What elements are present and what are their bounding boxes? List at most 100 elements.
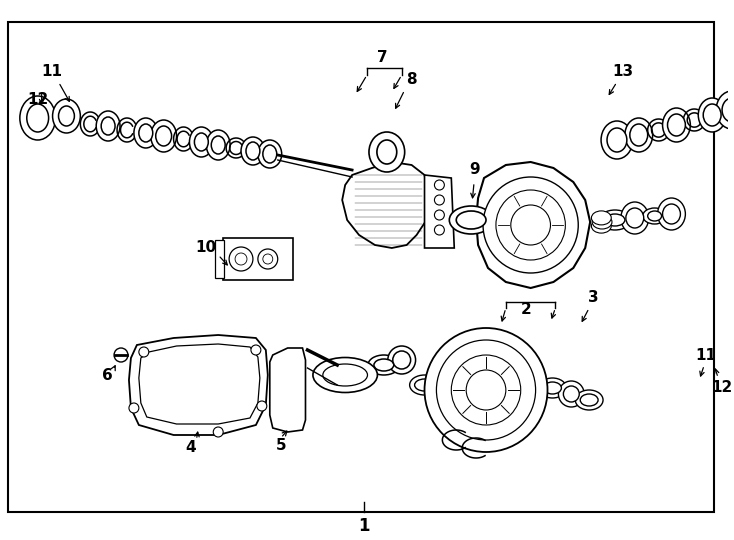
Ellipse shape [716, 91, 734, 129]
Ellipse shape [457, 211, 486, 229]
Ellipse shape [592, 219, 611, 233]
Ellipse shape [189, 127, 214, 157]
Ellipse shape [134, 118, 158, 148]
FancyBboxPatch shape [223, 238, 293, 280]
Circle shape [139, 347, 149, 357]
Ellipse shape [156, 126, 172, 146]
Ellipse shape [101, 117, 115, 135]
Ellipse shape [621, 202, 649, 234]
Ellipse shape [722, 98, 734, 122]
Ellipse shape [368, 355, 400, 375]
Text: 4: 4 [185, 441, 196, 456]
Text: 2: 2 [520, 302, 531, 318]
Circle shape [251, 345, 261, 355]
Circle shape [451, 355, 520, 425]
Ellipse shape [626, 208, 644, 228]
Ellipse shape [581, 394, 598, 406]
Text: 6: 6 [102, 368, 112, 382]
Text: 1: 1 [358, 517, 370, 535]
Ellipse shape [258, 140, 282, 168]
Ellipse shape [150, 120, 177, 152]
Text: 12: 12 [27, 92, 48, 107]
Ellipse shape [625, 118, 653, 152]
Text: 3: 3 [588, 291, 598, 306]
Polygon shape [342, 162, 429, 248]
Polygon shape [424, 175, 454, 248]
Ellipse shape [605, 214, 625, 226]
Ellipse shape [20, 96, 56, 140]
Text: 11: 11 [41, 64, 62, 79]
Ellipse shape [26, 104, 48, 132]
Ellipse shape [667, 114, 686, 136]
Ellipse shape [388, 346, 415, 374]
Circle shape [435, 225, 444, 235]
Circle shape [129, 403, 139, 413]
Text: 7: 7 [377, 51, 387, 65]
Ellipse shape [313, 357, 377, 393]
Circle shape [435, 210, 444, 220]
Ellipse shape [369, 132, 404, 172]
Ellipse shape [449, 206, 493, 234]
Ellipse shape [374, 359, 393, 371]
Text: 12: 12 [711, 381, 733, 395]
Circle shape [424, 328, 548, 452]
Circle shape [496, 190, 565, 260]
Text: 5: 5 [275, 437, 286, 453]
Ellipse shape [544, 382, 562, 394]
Ellipse shape [410, 375, 440, 395]
Ellipse shape [241, 137, 265, 165]
Ellipse shape [658, 198, 686, 230]
FancyBboxPatch shape [215, 240, 224, 278]
Ellipse shape [393, 351, 410, 369]
Ellipse shape [643, 208, 666, 224]
Text: 11: 11 [696, 348, 716, 362]
Ellipse shape [647, 211, 661, 221]
Ellipse shape [601, 121, 633, 159]
Ellipse shape [564, 386, 579, 402]
Circle shape [235, 253, 247, 265]
Ellipse shape [592, 215, 612, 229]
Ellipse shape [703, 104, 721, 126]
Polygon shape [476, 162, 590, 288]
Ellipse shape [323, 364, 368, 386]
Text: 13: 13 [612, 64, 633, 79]
Ellipse shape [139, 124, 153, 142]
Text: 8: 8 [407, 72, 417, 87]
Circle shape [466, 370, 506, 410]
Text: 10: 10 [196, 240, 217, 255]
Ellipse shape [607, 128, 627, 152]
Ellipse shape [663, 108, 691, 142]
Ellipse shape [435, 384, 452, 402]
Circle shape [435, 195, 444, 205]
Ellipse shape [246, 142, 260, 160]
Ellipse shape [539, 378, 567, 398]
Circle shape [263, 254, 273, 264]
Polygon shape [129, 335, 268, 435]
Ellipse shape [211, 136, 225, 154]
Circle shape [483, 177, 578, 273]
Ellipse shape [415, 379, 435, 391]
Ellipse shape [377, 140, 397, 164]
Circle shape [114, 348, 128, 362]
Circle shape [435, 180, 444, 190]
Circle shape [257, 401, 267, 411]
Circle shape [229, 247, 253, 271]
Text: 9: 9 [469, 163, 479, 178]
Polygon shape [270, 348, 305, 432]
Ellipse shape [663, 204, 680, 224]
Ellipse shape [206, 130, 230, 160]
Ellipse shape [575, 390, 603, 410]
Ellipse shape [59, 106, 74, 126]
Polygon shape [139, 344, 260, 424]
Ellipse shape [559, 381, 584, 407]
Circle shape [214, 427, 223, 437]
Ellipse shape [429, 379, 457, 407]
Ellipse shape [630, 124, 647, 146]
Circle shape [437, 340, 536, 440]
Ellipse shape [195, 133, 208, 151]
Ellipse shape [698, 98, 726, 132]
Circle shape [511, 205, 550, 245]
Ellipse shape [599, 210, 631, 230]
Ellipse shape [592, 211, 611, 225]
Ellipse shape [53, 99, 80, 133]
